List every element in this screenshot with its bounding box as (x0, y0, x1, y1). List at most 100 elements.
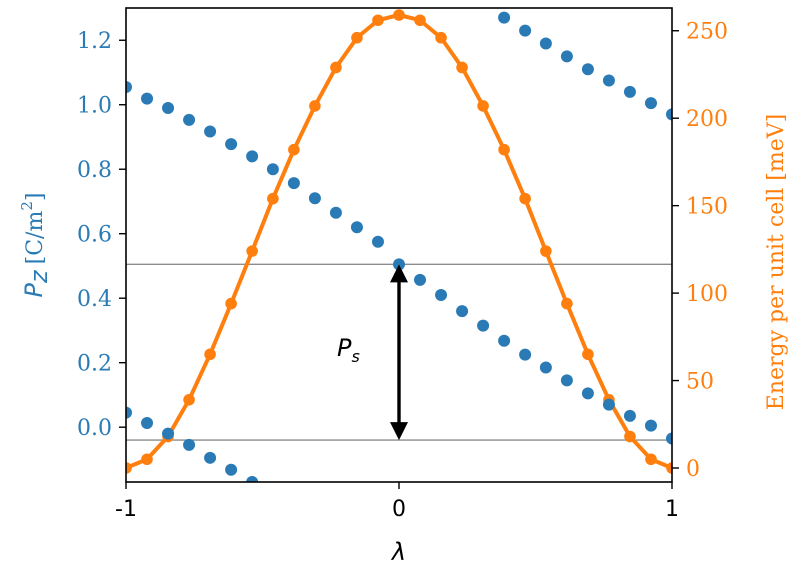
polarization-point (602, 398, 615, 411)
y-right-tick-label: 50 (686, 370, 714, 395)
polarization-point (225, 463, 238, 476)
energy-point (519, 192, 531, 205)
polarization-point (539, 37, 552, 50)
y-right-tick-label: 0 (686, 457, 700, 482)
polarization-point (183, 113, 196, 126)
polarization-point (623, 409, 636, 422)
energy-point (246, 245, 258, 257)
y-left-tick-label: 1.2 (77, 29, 112, 54)
polarization-point (308, 192, 321, 205)
x-axis: -1 0 1 (115, 482, 679, 522)
polarization-point (539, 361, 552, 374)
energy-point (456, 61, 468, 74)
polarization-point (371, 235, 384, 248)
energy-series (126, 9, 672, 474)
energy-point (351, 31, 363, 44)
polarization-point (141, 416, 154, 429)
polarization-point (602, 74, 615, 87)
polarization-point (456, 305, 469, 318)
y-left-tick-label: 0.8 (77, 158, 112, 183)
x-axis-label: λ (390, 538, 406, 566)
polarization-point (477, 319, 490, 332)
energy-point (540, 245, 552, 257)
y-left-tick-label: 0.2 (77, 352, 112, 377)
energy-point (309, 100, 321, 112)
energy-point (561, 297, 573, 310)
energy-point (126, 462, 132, 474)
energy-point (141, 453, 153, 466)
y-right-tick-label: 100 (686, 282, 728, 307)
ps-arrow (390, 264, 408, 441)
polarization-point (204, 451, 217, 464)
energy-point (225, 297, 237, 310)
energy-point (498, 143, 510, 156)
energy-point (288, 143, 300, 156)
polarization-point (519, 24, 532, 37)
energy-point (414, 14, 426, 27)
polarization-point (246, 150, 259, 163)
polarization-point (644, 419, 657, 432)
y-axis-right: 0 50 100 150 200 250 (672, 20, 728, 482)
polarization-point (162, 427, 175, 440)
polarization-point (519, 348, 532, 361)
energy-point (267, 192, 279, 205)
ps-annotation: Ps (337, 334, 360, 366)
y-right-tick-label: 250 (686, 20, 728, 45)
polarization-point (350, 221, 363, 234)
polarization-point (560, 50, 573, 63)
polarization-point (183, 438, 196, 451)
polarization-point (414, 273, 427, 286)
energy-point (330, 61, 342, 74)
polarization-point (581, 63, 594, 76)
y-left-tick-label: 0.4 (77, 287, 112, 312)
polarization-point (329, 206, 342, 219)
polarization-point (126, 406, 132, 419)
polarization-point (204, 125, 217, 138)
ps-annotation-main: P (337, 334, 352, 362)
polarization-series (126, 11, 672, 482)
y-left-tick-label: 1.0 (77, 94, 112, 119)
ps-arrow-head-down (390, 422, 408, 441)
polarization-point (126, 81, 132, 93)
energy-point (645, 453, 657, 466)
x-tick-label: 0 (392, 497, 406, 522)
polarization-point (666, 108, 672, 121)
y-left-label-sub: z (25, 269, 53, 284)
polarization-point (266, 163, 279, 176)
y-left-label-unit: [C/m (23, 211, 48, 265)
polarization-point (435, 288, 448, 301)
y-right-tick-label: 200 (686, 107, 728, 132)
polarization-point (560, 374, 573, 387)
energy-point (372, 14, 384, 27)
y-axis-left-label: Pz [C/m2] (18, 193, 53, 298)
y-axis-left: 0.0 0.2 0.4 0.6 0.8 1.0 1.2 (77, 29, 126, 441)
ps-arrow-head-up (390, 264, 408, 283)
polarization-point (623, 85, 636, 98)
y-left-label-unit-sup: 2 (18, 201, 36, 211)
polarization-point (287, 177, 300, 190)
y-left-label-unit-end: ] (23, 193, 48, 202)
polarization-point (644, 97, 657, 110)
energy-point (666, 462, 672, 474)
energy-point (624, 430, 636, 443)
y-left-tick-label: 0.6 (77, 223, 112, 248)
polarization-point (498, 334, 511, 347)
y-left-tick-label: 0.0 (77, 416, 112, 441)
polarization-point (141, 92, 154, 105)
y-right-tick-label: 150 (686, 195, 728, 220)
energy-point (582, 348, 594, 361)
polarization-point (581, 387, 594, 400)
polarization-point (666, 432, 672, 445)
polarization-point (498, 11, 511, 24)
polarization-point (162, 101, 175, 114)
energy-point (183, 393, 195, 406)
energy-point (435, 31, 447, 44)
y-left-label-main: P (20, 282, 48, 297)
y-axis-right-label: Energy per unit cell [meV] (764, 114, 789, 410)
x-tick-label: -1 (115, 497, 137, 522)
polarization-point (225, 138, 238, 151)
polarization-point (246, 476, 259, 482)
energy-point (393, 9, 405, 21)
ps-annotation-sub: s (351, 347, 359, 366)
